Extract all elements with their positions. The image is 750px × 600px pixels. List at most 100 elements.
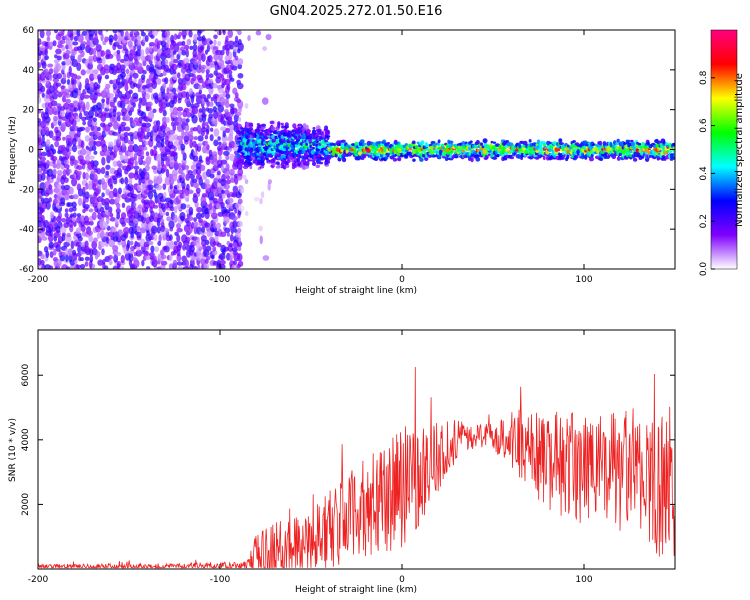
spectrogram-cell	[655, 154, 659, 159]
spectrogram-cell	[67, 248, 74, 257]
spectrogram-cell	[453, 143, 459, 147]
spectrogram-cell	[204, 140, 209, 146]
spectrogram-cell	[55, 48, 62, 55]
spectrogram-cell	[197, 135, 204, 142]
spectrogram-cell	[87, 62, 94, 70]
spectrogram-cell	[92, 173, 98, 182]
spectrogram-cell	[80, 50, 85, 58]
colorbar-tick-label: 0.6	[699, 118, 709, 133]
spectrogram-cell	[73, 35, 79, 42]
spectrogram-cell	[154, 246, 160, 253]
spectrogram-cell	[224, 78, 231, 86]
spectrogram-cell	[149, 199, 153, 204]
spectrogram-cell	[108, 206, 113, 214]
spectrogram-cell	[225, 163, 230, 172]
spectrogram-cell	[65, 216, 70, 225]
spectrogram-cell	[490, 140, 494, 144]
spectrogram-cell	[72, 41, 79, 46]
spectrogram-cell	[326, 154, 330, 159]
spectrogram-cell	[97, 74, 103, 81]
spectrogram-cell	[622, 142, 627, 146]
spectrogram-cell	[121, 77, 126, 87]
spectrogram-cell	[271, 134, 276, 140]
spectrogram-x-tick-label: -100	[210, 275, 231, 285]
spectrogram-cell	[160, 230, 166, 236]
spectrogram-cell	[220, 49, 225, 56]
spectrogram-cell	[192, 49, 198, 58]
spectrogram-cell	[43, 246, 49, 253]
spectrogram-cell	[38, 62, 41, 69]
spectrogram-cell	[109, 79, 114, 85]
spectrogram-cell	[136, 184, 144, 192]
spectrogram-cell	[297, 135, 302, 140]
spectrogram-cell	[162, 183, 167, 191]
spectrogram-cell	[88, 68, 94, 74]
spectrogram-cell	[616, 138, 620, 143]
spectrogram-cell	[213, 34, 218, 39]
spectrogram-cell	[55, 82, 62, 87]
spectrogram-cell	[71, 119, 77, 127]
spectrogram-cell	[197, 264, 201, 269]
spectrogram-cell	[171, 169, 179, 177]
spectrogram-cell	[186, 189, 194, 194]
spectrogram-cell	[160, 221, 165, 228]
spectrogram-cell	[112, 160, 118, 167]
spectrogram-cell	[217, 104, 225, 113]
spectrogram-cell	[615, 142, 620, 145]
spectrogram-cell	[163, 64, 170, 72]
spectrogram-cell	[176, 234, 181, 243]
spectrogram-cell	[79, 148, 87, 156]
spectrogram-cell	[671, 142, 675, 146]
spectrogram-cell	[152, 204, 159, 209]
spectrogram-cell	[247, 134, 251, 139]
spectrogram-cell	[183, 57, 190, 64]
spectrogram-cell	[209, 236, 215, 242]
spectrogram-cell	[180, 91, 188, 99]
spectrogram-cell	[156, 226, 161, 234]
spectrogram-cell	[304, 152, 309, 158]
spectrogram-cell	[121, 202, 126, 209]
spectrogram-cell	[112, 245, 119, 252]
spectrogram-cell	[59, 226, 67, 234]
spectrogram-cell	[448, 140, 454, 144]
spectrogram-cell	[195, 162, 202, 170]
spectrogram-cell	[185, 118, 190, 123]
spectrogram-cell	[558, 142, 565, 146]
spectrogram-cell	[110, 30, 112, 31]
spectrogram-cell	[55, 187, 62, 197]
spectrogram-cell	[207, 191, 215, 201]
spectrogram-cell	[101, 98, 106, 103]
spectrogram-cell	[160, 260, 168, 266]
spectrogram-cell	[140, 150, 145, 156]
spectrogram-cell	[558, 138, 563, 143]
spectrogram-cell	[282, 159, 287, 164]
spectrogram-cell	[188, 88, 193, 95]
spectrogram-cell	[93, 237, 98, 243]
spectrogram-cell	[72, 194, 79, 200]
spectrogram-cell	[224, 209, 231, 214]
spectrogram-cell	[109, 217, 116, 222]
spectrogram-cell	[64, 98, 72, 104]
spectrogram-cell	[116, 160, 122, 167]
spectrogram-cell	[99, 206, 105, 213]
spectrogram-cell	[52, 163, 57, 169]
spectrogram-cell	[41, 230, 46, 238]
spectrogram-cell	[225, 93, 231, 99]
spectrogram-cell	[432, 154, 437, 158]
spectrogram-cell	[39, 30, 45, 39]
spectrogram-cell	[83, 215, 90, 224]
spectrogram-cell	[211, 226, 218, 233]
spectrogram-cell	[88, 220, 94, 226]
spectrogram-cell	[147, 184, 154, 191]
spectrogram-cell	[177, 72, 181, 79]
spectrogram-cell	[204, 178, 210, 186]
snr-y-tick-label: 4000	[21, 428, 31, 451]
spectrogram-cell	[80, 257, 84, 262]
spectrogram-cell	[259, 197, 263, 205]
spectrogram-cell	[317, 128, 322, 133]
spectrogram-cell	[141, 139, 147, 148]
spectrogram-cell	[116, 52, 121, 62]
spectrogram-cell	[152, 108, 157, 114]
spectrogram-cell	[195, 174, 202, 180]
